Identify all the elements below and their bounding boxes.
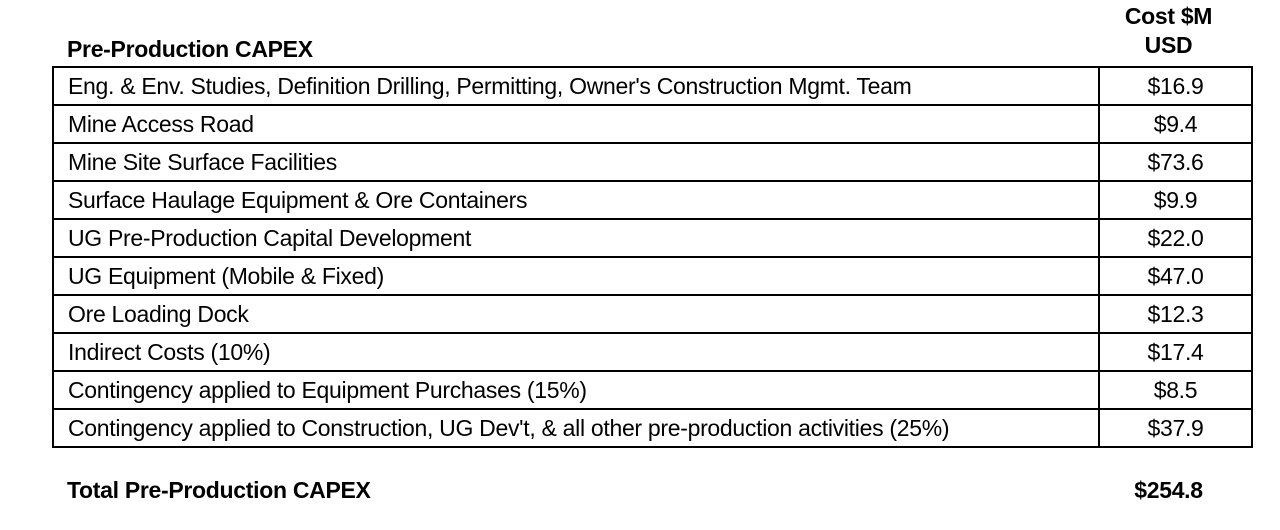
row-item-value: $22.0 [1098,218,1253,258]
total-label: Total Pre-Production CAPEX [67,477,371,503]
table-row: UG Equipment (Mobile & Fixed) $47.0 [52,256,1253,296]
table-row: Contingency applied to Equipment Purchas… [52,370,1253,410]
table-row: UG Pre-Production Capital Development $2… [52,218,1253,258]
row-item-value: $9.9 [1098,180,1253,220]
row-item-value: $12.3 [1098,294,1253,334]
row-item-label: Mine Access Road [52,104,1100,144]
cost-header-line-2: USD [1144,32,1193,58]
total-value: $254.8 [1134,477,1203,503]
row-item-value: $16.9 [1098,66,1253,106]
row-item-label: Mine Site Surface Facilities [52,142,1100,182]
capex-table: Eng. & Env. Studies, Definition Drilling… [52,66,1253,448]
table-row: Ore Loading Dock $12.3 [52,294,1253,334]
table-row: Mine Site Surface Facilities $73.6 [52,142,1253,182]
table-row: Mine Access Road $9.4 [52,104,1253,144]
cost-column-header: Cost $M USD [1085,2,1252,60]
row-item-value: $73.6 [1098,142,1253,182]
row-item-label: Contingency applied to Construction, UG … [52,408,1100,448]
row-item-label: Eng. & Env. Studies, Definition Drilling… [52,66,1100,106]
table-title: Pre-Production CAPEX [67,36,313,62]
row-item-value: $8.5 [1098,370,1253,410]
table-row: Indirect Costs (10%) $17.4 [52,332,1253,372]
table-row: Contingency applied to Construction, UG … [52,408,1253,448]
row-item-label: UG Equipment (Mobile & Fixed) [52,256,1100,296]
row-item-value: $17.4 [1098,332,1253,372]
row-item-label: Ore Loading Dock [52,294,1100,334]
row-item-value: $37.9 [1098,408,1253,448]
row-item-value: $47.0 [1098,256,1253,296]
row-item-value: $9.4 [1098,104,1253,144]
table-row: Surface Haulage Equipment & Ore Containe… [52,180,1253,220]
row-item-label: Surface Haulage Equipment & Ore Containe… [52,180,1100,220]
cost-header-line-1: Cost $M [1124,3,1213,29]
row-item-label: Contingency applied to Equipment Purchas… [52,370,1100,410]
table-row: Eng. & Env. Studies, Definition Drilling… [52,66,1253,106]
row-item-label: UG Pre-Production Capital Development [52,218,1100,258]
row-item-label: Indirect Costs (10%) [52,332,1100,372]
